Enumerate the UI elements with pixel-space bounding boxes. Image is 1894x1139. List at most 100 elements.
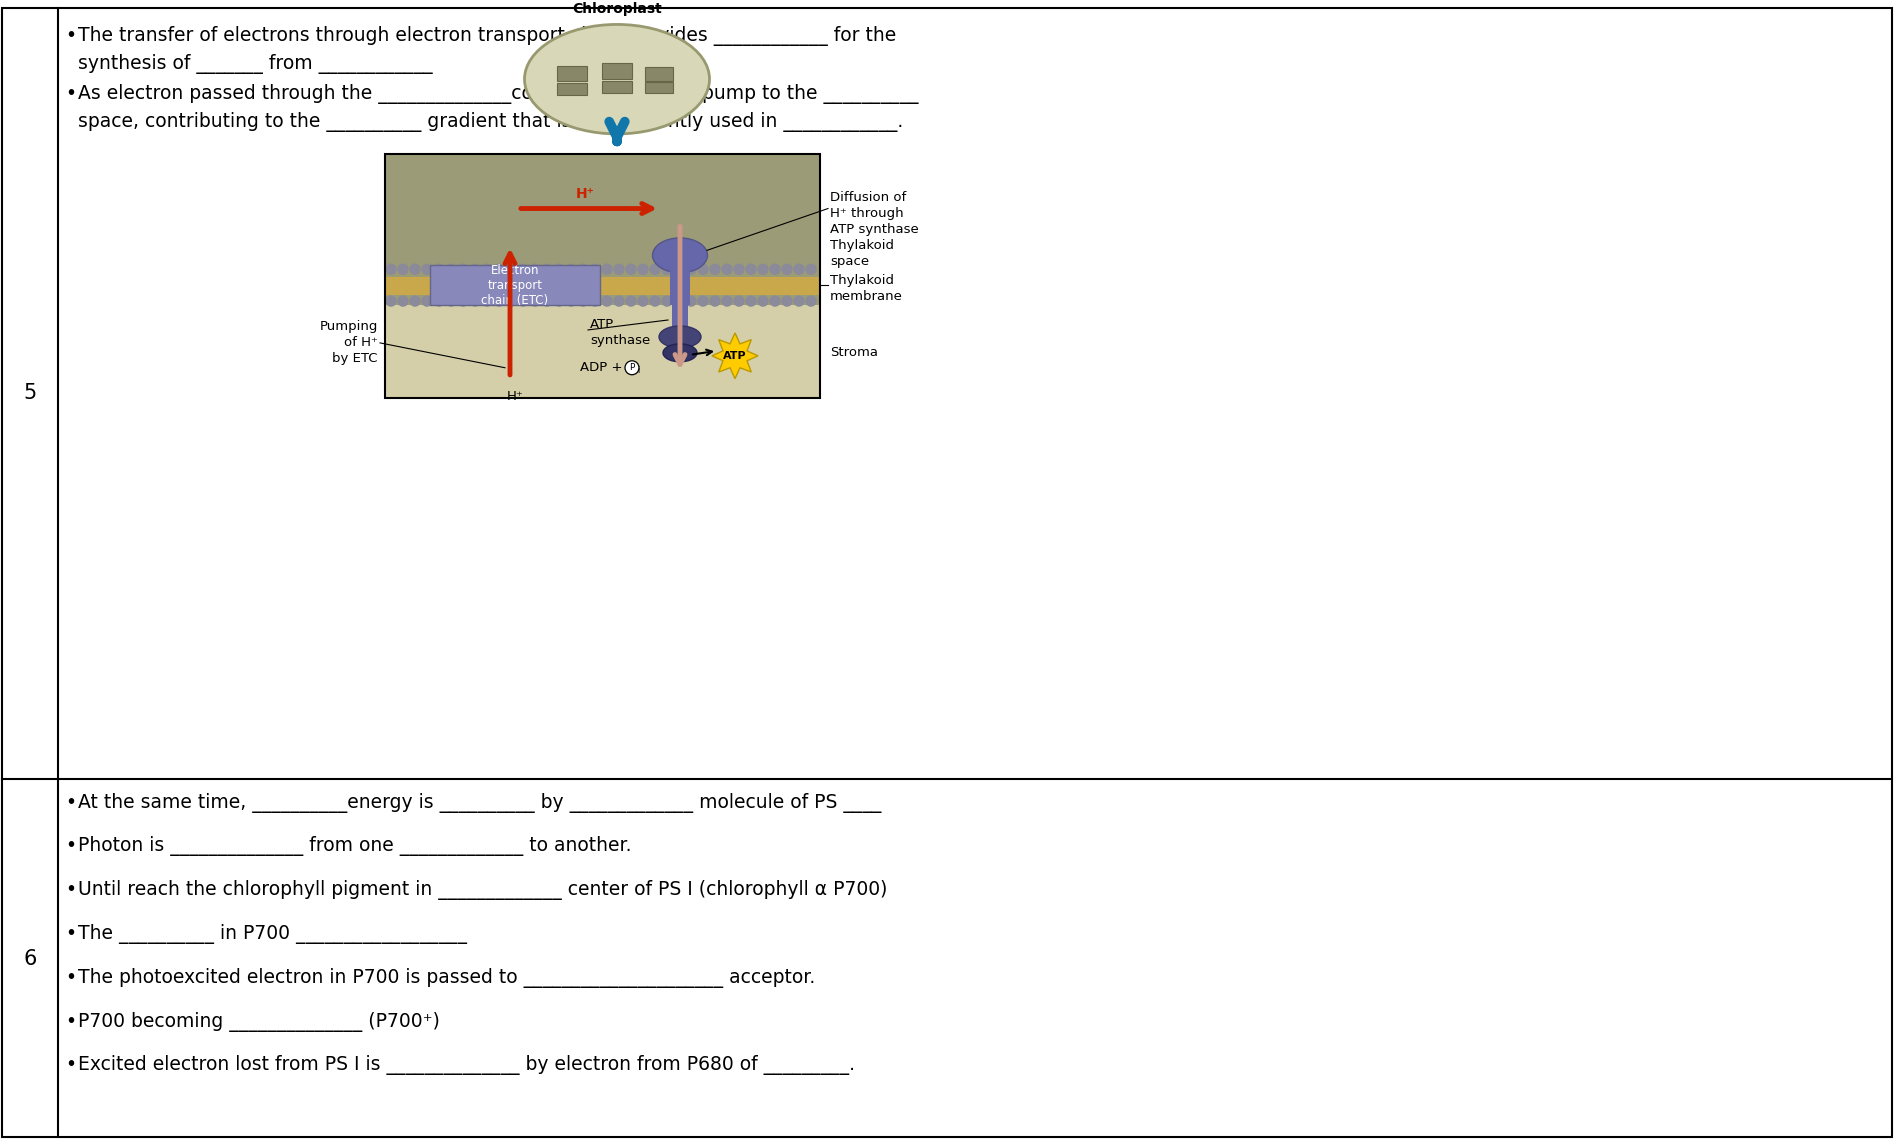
- Circle shape: [542, 296, 551, 306]
- FancyBboxPatch shape: [557, 66, 587, 81]
- Circle shape: [722, 296, 731, 306]
- Text: H⁺: H⁺: [506, 390, 523, 403]
- Text: Thylakoid
membrane: Thylakoid membrane: [830, 273, 903, 303]
- Circle shape: [458, 296, 468, 306]
- Ellipse shape: [659, 326, 701, 347]
- Circle shape: [771, 296, 780, 306]
- Circle shape: [699, 264, 708, 274]
- Circle shape: [542, 264, 551, 274]
- Circle shape: [638, 264, 648, 274]
- Circle shape: [794, 264, 803, 274]
- Circle shape: [409, 264, 420, 274]
- Circle shape: [746, 296, 756, 306]
- Text: •: •: [64, 26, 76, 46]
- Circle shape: [686, 296, 695, 306]
- Circle shape: [710, 296, 720, 306]
- Circle shape: [422, 296, 432, 306]
- Circle shape: [591, 296, 600, 306]
- Circle shape: [398, 296, 407, 306]
- Text: ATP: ATP: [724, 351, 746, 361]
- Circle shape: [566, 296, 576, 306]
- Circle shape: [663, 296, 672, 306]
- Bar: [670, 261, 689, 305]
- Text: •: •: [64, 1056, 76, 1074]
- Circle shape: [638, 296, 648, 306]
- Circle shape: [674, 264, 684, 274]
- Text: •: •: [64, 924, 76, 943]
- Text: space, contributing to the __________ gradient that is subsequently used in ____: space, contributing to the __________ gr…: [78, 112, 903, 132]
- Circle shape: [602, 264, 612, 274]
- Text: The __________ in P700 __________________: The __________ in P700 _________________…: [78, 924, 468, 944]
- FancyBboxPatch shape: [430, 265, 600, 305]
- Circle shape: [735, 264, 744, 274]
- Circle shape: [710, 264, 720, 274]
- Circle shape: [746, 264, 756, 274]
- Circle shape: [614, 296, 623, 306]
- Circle shape: [578, 296, 587, 306]
- Circle shape: [758, 264, 767, 274]
- Text: Photon is ______________ from one _____________ to another.: Photon is ______________ from one ______…: [78, 836, 631, 857]
- Text: •: •: [64, 968, 76, 986]
- Text: i: i: [636, 367, 640, 375]
- Circle shape: [794, 296, 803, 306]
- Ellipse shape: [525, 24, 710, 134]
- Circle shape: [627, 296, 636, 306]
- Text: ADP +: ADP +: [580, 361, 627, 375]
- Text: •: •: [64, 793, 76, 812]
- Text: The photoexcited electron in P700 is passed to _____________________ acceptor.: The photoexcited electron in P700 is pas…: [78, 968, 814, 988]
- Circle shape: [494, 296, 504, 306]
- Circle shape: [422, 264, 432, 274]
- FancyBboxPatch shape: [602, 64, 633, 80]
- Circle shape: [494, 264, 504, 274]
- Text: 5: 5: [23, 383, 36, 403]
- Bar: [384, 265, 820, 305]
- Circle shape: [807, 296, 816, 306]
- Text: At the same time, __________energy is __________ by _____________ molecule of PS: At the same time, __________energy is __…: [78, 793, 881, 813]
- Circle shape: [578, 264, 587, 274]
- Text: The transfer of electrons through electron transport chain provides ____________: The transfer of electrons through electr…: [78, 26, 896, 47]
- Text: synthesis of _______ from ____________: synthesis of _______ from ____________: [78, 55, 432, 74]
- Bar: [384, 154, 820, 265]
- Circle shape: [481, 264, 492, 274]
- Circle shape: [602, 296, 612, 306]
- Circle shape: [470, 296, 479, 306]
- Text: As electron passed through the ______________complex, ______ are pump to the ___: As electron passed through the _________…: [78, 84, 919, 104]
- Circle shape: [686, 264, 695, 274]
- FancyBboxPatch shape: [602, 81, 633, 93]
- Circle shape: [674, 296, 684, 306]
- Text: Thylakoid
space: Thylakoid space: [830, 239, 894, 268]
- Circle shape: [771, 264, 780, 274]
- Text: Diffusion of
H⁺ through
ATP synthase: Diffusion of H⁺ through ATP synthase: [830, 191, 919, 236]
- FancyBboxPatch shape: [646, 67, 672, 81]
- Text: Stroma: Stroma: [830, 346, 879, 359]
- Circle shape: [566, 264, 576, 274]
- Circle shape: [782, 296, 792, 306]
- Text: Chloroplast: Chloroplast: [572, 2, 661, 16]
- Text: 6: 6: [23, 949, 36, 969]
- Circle shape: [530, 264, 540, 274]
- Text: •: •: [64, 836, 76, 855]
- Circle shape: [555, 296, 564, 306]
- Bar: [384, 154, 820, 398]
- Text: Until reach the chlorophyll pigment in _____________ center of PS I (chlorophyll: Until reach the chlorophyll pigment in _…: [78, 880, 888, 900]
- Circle shape: [458, 264, 468, 274]
- Circle shape: [386, 264, 396, 274]
- Circle shape: [625, 361, 638, 375]
- Circle shape: [807, 264, 816, 274]
- FancyBboxPatch shape: [557, 83, 587, 95]
- Text: •: •: [64, 84, 76, 104]
- Text: •: •: [64, 1011, 76, 1031]
- Bar: [384, 305, 820, 398]
- Circle shape: [627, 264, 636, 274]
- Text: Pumping
of H⁺
by ETC: Pumping of H⁺ by ETC: [320, 320, 379, 366]
- Circle shape: [699, 296, 708, 306]
- Circle shape: [663, 264, 672, 274]
- Circle shape: [650, 264, 659, 274]
- Circle shape: [530, 296, 540, 306]
- Circle shape: [445, 296, 456, 306]
- Bar: [672, 303, 688, 335]
- Circle shape: [409, 296, 420, 306]
- Text: Electron
transport
chain (ETC): Electron transport chain (ETC): [481, 263, 549, 306]
- Circle shape: [398, 264, 407, 274]
- Circle shape: [555, 264, 564, 274]
